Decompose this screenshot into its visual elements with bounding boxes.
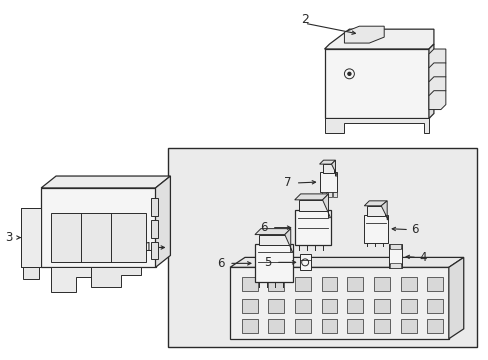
Text: 3: 3	[6, 231, 13, 244]
Bar	[321, 277, 337, 291]
Bar	[321, 192, 325, 197]
Text: 6: 6	[410, 223, 418, 236]
Polygon shape	[428, 63, 445, 82]
Bar	[242, 319, 257, 333]
Bar	[400, 319, 416, 333]
Bar	[23, 267, 39, 279]
Text: 6: 6	[217, 257, 224, 270]
Bar	[267, 319, 283, 333]
Bar	[299, 255, 310, 270]
Text: 5: 5	[264, 256, 271, 269]
Bar	[389, 264, 400, 268]
Bar	[426, 299, 442, 313]
Text: 4: 4	[418, 251, 426, 264]
Bar	[388, 244, 401, 268]
Bar	[242, 299, 257, 313]
Bar	[346, 299, 363, 313]
Bar	[346, 319, 363, 333]
Bar	[319, 172, 337, 192]
Bar	[373, 299, 389, 313]
Polygon shape	[51, 267, 101, 292]
Polygon shape	[324, 29, 433, 49]
Bar	[298, 200, 326, 211]
Polygon shape	[381, 201, 387, 220]
Text: 1: 1	[145, 241, 152, 254]
Bar	[373, 277, 389, 291]
Bar	[150, 198, 158, 216]
Bar	[150, 220, 158, 238]
Polygon shape	[230, 257, 463, 267]
Bar	[321, 319, 337, 333]
Bar	[346, 277, 363, 291]
Bar	[258, 235, 288, 246]
Bar	[21, 208, 41, 267]
Bar	[327, 192, 331, 197]
Polygon shape	[428, 49, 445, 68]
Polygon shape	[284, 229, 292, 252]
Polygon shape	[41, 176, 170, 188]
Polygon shape	[428, 44, 433, 118]
Bar	[267, 277, 283, 291]
Bar	[400, 277, 416, 291]
Polygon shape	[254, 229, 290, 235]
Bar	[426, 319, 442, 333]
Polygon shape	[294, 194, 328, 200]
Polygon shape	[344, 26, 384, 43]
Polygon shape	[448, 257, 463, 339]
Polygon shape	[21, 208, 41, 267]
Polygon shape	[428, 77, 445, 96]
Bar	[150, 242, 158, 260]
Polygon shape	[322, 194, 330, 218]
Polygon shape	[155, 176, 170, 267]
Bar	[333, 192, 337, 197]
Bar	[294, 210, 330, 246]
Text: 6: 6	[260, 221, 267, 234]
Bar	[322, 164, 334, 173]
Bar	[51, 213, 145, 262]
Bar	[364, 215, 387, 243]
Bar	[230, 267, 448, 339]
Bar	[373, 319, 389, 333]
Polygon shape	[331, 160, 337, 176]
Polygon shape	[428, 91, 445, 109]
Bar	[389, 244, 400, 249]
Bar	[294, 299, 310, 313]
Bar	[324, 49, 428, 118]
Bar	[254, 244, 292, 282]
Bar	[321, 299, 337, 313]
Polygon shape	[324, 118, 428, 133]
Circle shape	[347, 72, 350, 75]
Polygon shape	[91, 267, 141, 287]
Bar	[400, 299, 416, 313]
Bar	[242, 277, 257, 291]
Polygon shape	[319, 160, 335, 164]
Bar	[294, 277, 310, 291]
Bar	[294, 319, 310, 333]
Bar	[426, 277, 442, 291]
Bar	[267, 299, 283, 313]
Polygon shape	[364, 201, 386, 206]
Text: 7: 7	[284, 176, 291, 189]
Text: 2: 2	[300, 13, 308, 26]
Bar	[366, 206, 385, 216]
Bar	[41, 188, 155, 267]
Bar	[168, 148, 476, 347]
